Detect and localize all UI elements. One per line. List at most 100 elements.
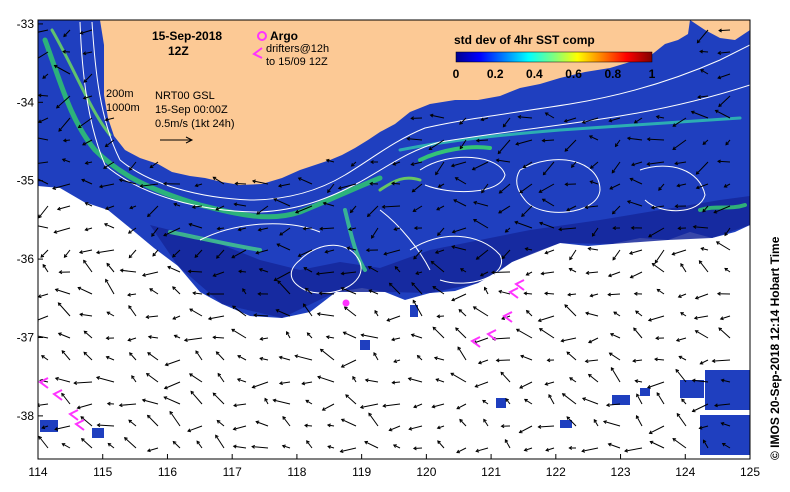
colorbar-tick-label: 0.8 [604, 67, 621, 81]
current-vector-head [141, 398, 146, 403]
x-tick-label: 121 [481, 465, 501, 479]
current-vector [693, 226, 709, 229]
current-vector-head [646, 137, 651, 142]
current-vector-head [106, 401, 111, 406]
current-vector [521, 205, 533, 217]
current-vector-head [294, 354, 299, 359]
current-vector-head [537, 424, 542, 429]
current-vector [650, 441, 665, 449]
current-vector [129, 205, 137, 209]
imos-credit: © IMOS 20-Sep-2018 12:14 Hobart Time [768, 236, 782, 460]
current-vector [699, 260, 709, 273]
current-vector-head [436, 425, 441, 430]
current-vector [677, 183, 687, 187]
current-vector [38, 225, 49, 229]
current-vector-head [317, 375, 322, 380]
current-vector-head [437, 184, 442, 188]
current-vector [40, 249, 49, 258]
current-vector-head [450, 163, 455, 168]
current-vector [609, 352, 621, 361]
current-vector [81, 179, 93, 185]
current-vector [715, 109, 731, 119]
current-vector-head [251, 179, 256, 184]
current-vector [432, 286, 445, 295]
current-vector-head [561, 393, 566, 397]
current-vector [651, 205, 665, 209]
current-vector-head [212, 335, 217, 340]
current-vector-head [459, 418, 463, 423]
current-vector-head [80, 416, 85, 420]
current-vector-head [544, 112, 549, 116]
current-vector-head [570, 164, 575, 168]
current-vector [57, 205, 71, 210]
current-vector [259, 268, 269, 273]
current-vector [719, 29, 731, 32]
current-vector-head [411, 282, 415, 286]
current-vector-head [78, 250, 83, 254]
current-vector-head [694, 330, 699, 334]
current-vector-head [502, 123, 507, 128]
current-vector [124, 437, 137, 449]
current-vector [235, 183, 247, 185]
current-vector [147, 352, 159, 361]
current-vector-head [383, 251, 388, 256]
current-vector [543, 161, 555, 176]
current-vector-head [96, 423, 101, 428]
current-vector-head [107, 442, 112, 447]
current-vector [589, 135, 599, 141]
current-vector-head [172, 440, 177, 445]
current-vector [367, 205, 379, 217]
current-vector-head [216, 419, 221, 424]
current-vector [128, 305, 137, 317]
current-vector [606, 403, 621, 406]
current-vector [721, 422, 731, 427]
current-vector [298, 249, 313, 257]
current-vector-head [587, 246, 592, 251]
current-vector-head [232, 444, 237, 449]
current-vector-head [724, 267, 729, 272]
current-vector [459, 419, 467, 427]
current-vector-head [515, 141, 520, 146]
current-vector-head [647, 317, 652, 322]
current-vector-head [410, 116, 415, 121]
current-vector [38, 29, 49, 33]
current-vector [452, 227, 467, 233]
current-vector [612, 249, 621, 261]
current-vector-head [187, 428, 192, 433]
current-vector-head [459, 121, 463, 125]
current-vector-head [103, 223, 108, 227]
current-vector-head [127, 337, 132, 342]
current-vector [657, 288, 665, 295]
current-vector [716, 241, 731, 251]
current-vector-head [498, 289, 503, 294]
current-vector [80, 313, 93, 317]
current-vector [55, 377, 71, 383]
current-vector-head [716, 291, 721, 296]
current-vector [561, 337, 577, 342]
current-vector [38, 117, 49, 123]
current-vector [518, 116, 533, 119]
current-vector-head [286, 331, 290, 335]
current-vector-head [277, 183, 282, 188]
current-vector-head [692, 224, 697, 229]
current-vector [83, 330, 93, 339]
colorbar-tick-label: 0 [453, 67, 460, 81]
current-scale-label: 0.5m/s (1kt 24h) [155, 118, 234, 130]
current-vector [326, 336, 335, 339]
current-vector-head [145, 373, 150, 377]
current-vector-head [672, 438, 677, 442]
current-vector-head [479, 272, 484, 277]
current-vector [411, 282, 423, 295]
current-vector-head [35, 136, 38, 139]
current-vector [347, 247, 357, 251]
current-vector-head [172, 253, 176, 258]
current-vector-head [119, 268, 124, 273]
current-vector-head [674, 161, 679, 166]
current-vector [569, 268, 577, 273]
current-vector-head [188, 222, 193, 227]
current-vector-head [278, 355, 283, 360]
current-vector [497, 139, 511, 154]
current-vector [672, 249, 687, 255]
current-vector [524, 447, 533, 451]
current-vector-head [654, 357, 658, 362]
